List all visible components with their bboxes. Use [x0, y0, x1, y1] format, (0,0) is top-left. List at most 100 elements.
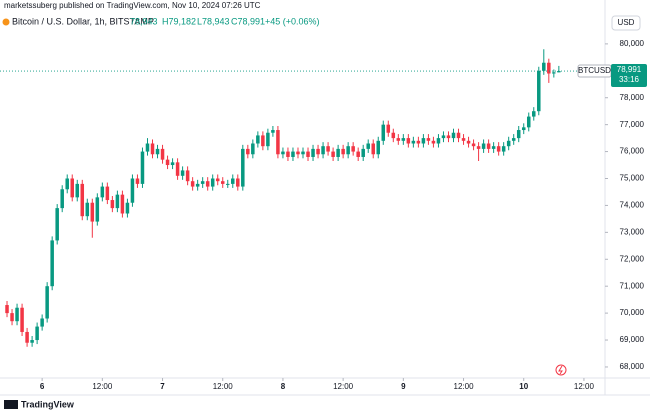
candle-body	[155, 148, 160, 155]
candle-body	[180, 170, 185, 176]
candle-body	[220, 181, 225, 184]
candle-body	[296, 151, 300, 155]
candle-body	[301, 151, 305, 155]
candle-body	[246, 148, 250, 155]
candle-body	[537, 70, 541, 112]
candle-body	[471, 143, 476, 147]
x-tick-label: 12:00	[213, 382, 234, 391]
candle-body	[225, 183, 230, 185]
candle-body	[557, 71, 561, 73]
y-tick-label: 72,000	[620, 254, 645, 263]
candle-body	[25, 331, 29, 343]
candle-body	[356, 151, 360, 157]
candle-body	[90, 202, 95, 222]
candle-body	[441, 135, 446, 139]
candle-body	[351, 146, 355, 152]
event-icon-bolt	[558, 365, 563, 375]
candle-body	[231, 178, 235, 184]
x-tick-label: 12:00	[574, 382, 595, 391]
x-tick-label: 6	[40, 382, 45, 391]
candle-body	[401, 138, 406, 141]
candle-body	[60, 189, 64, 209]
candle-body	[266, 132, 270, 147]
candle-body	[120, 194, 125, 214]
ohlc-high: H79,182	[162, 16, 196, 26]
candle-body	[486, 143, 491, 149]
candle-body	[281, 151, 285, 155]
candle-body	[210, 178, 215, 187]
candle-body	[361, 148, 365, 157]
candle-body	[200, 181, 205, 184]
candle-body	[336, 148, 340, 157]
candle-body	[341, 148, 345, 155]
candle-body	[552, 72, 556, 74]
candle-body	[205, 181, 210, 187]
candle-body	[511, 138, 516, 141]
symbol-icon	[2, 18, 10, 26]
candle-body	[170, 162, 175, 166]
countdown: 33:16	[619, 75, 640, 84]
candle-body	[241, 148, 245, 187]
candle-body	[110, 200, 115, 209]
candle-body	[276, 130, 280, 155]
candle-body	[10, 313, 14, 322]
candle-body	[542, 62, 546, 71]
candle-body	[446, 135, 451, 139]
candle-body	[371, 143, 375, 155]
footer-brand: TradingView	[21, 399, 75, 409]
x-tick-label: 9	[401, 382, 406, 391]
candle-body	[321, 146, 325, 155]
x-tick-label: 12:00	[92, 382, 113, 391]
candle-body	[251, 143, 255, 155]
candle-body	[481, 143, 486, 149]
candle-body	[421, 138, 426, 144]
y-tick-label: 78,000	[620, 93, 645, 102]
candle-body	[236, 178, 240, 187]
y-tick-label: 75,000	[620, 174, 645, 183]
candle-body	[75, 183, 80, 198]
currency[interactable]: USD	[618, 18, 635, 27]
y-tick-label: 69,000	[620, 335, 645, 344]
candle-body	[456, 132, 461, 139]
candle-body	[105, 186, 110, 201]
candle-body	[135, 178, 140, 184]
candle-body	[391, 132, 396, 139]
candle-body	[461, 138, 466, 141]
candle-body	[70, 178, 74, 198]
candle-body	[20, 307, 24, 332]
y-tick-label: 77,000	[620, 120, 645, 129]
candle-body	[326, 146, 330, 152]
candle-body	[506, 140, 511, 147]
candle-body	[160, 148, 165, 160]
candle-body	[50, 240, 54, 287]
currency-box[interactable]	[611, 15, 641, 31]
candle-body	[366, 143, 370, 149]
candle-body	[311, 148, 315, 157]
candle-body	[331, 151, 335, 157]
y-tick-label: 68,000	[620, 362, 645, 371]
candle-body	[15, 307, 19, 322]
candle-body	[286, 151, 290, 157]
y-tick-label: 73,000	[620, 227, 645, 236]
event-icon[interactable]	[555, 364, 567, 376]
candle-body	[40, 318, 44, 327]
x-tick-label: 12:00	[454, 382, 475, 391]
candle-body	[195, 183, 200, 187]
candle-body	[426, 138, 431, 141]
candle-body	[130, 178, 135, 203]
candle-body	[411, 140, 416, 144]
candle-body	[95, 197, 100, 222]
candle-body	[381, 124, 386, 141]
candle-body	[80, 183, 85, 217]
candle-body	[35, 326, 39, 341]
candle-body	[85, 202, 90, 217]
candle-body	[185, 170, 190, 182]
candle-body	[496, 146, 501, 152]
ohlc-low: L78,943	[197, 16, 230, 26]
candle-body	[406, 138, 411, 144]
y-tick-label: 70,000	[620, 308, 645, 317]
candle-body	[165, 159, 170, 166]
candle-body	[526, 116, 531, 128]
